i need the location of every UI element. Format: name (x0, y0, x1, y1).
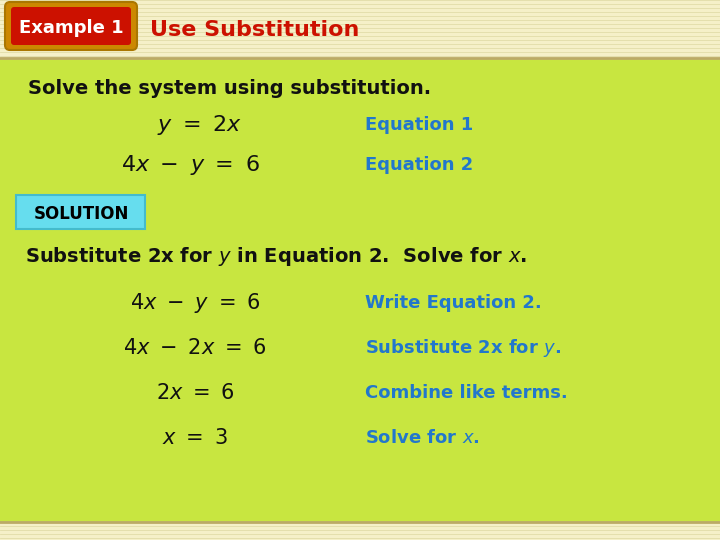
Text: $2x\ =\ 6$: $2x\ =\ 6$ (156, 383, 235, 403)
Text: $4x\ -\ 2x\ =\ 6$: $4x\ -\ 2x\ =\ 6$ (123, 338, 267, 358)
FancyBboxPatch shape (16, 195, 145, 229)
Text: Solve for $\mathit{x}$.: Solve for $\mathit{x}$. (365, 429, 480, 447)
Text: Equation 2: Equation 2 (365, 156, 473, 174)
Text: Write Equation 2.: Write Equation 2. (365, 294, 541, 312)
Text: $y\ =\ 2x$: $y\ =\ 2x$ (158, 113, 243, 137)
FancyBboxPatch shape (5, 2, 137, 50)
Text: $4x\ -\ y\ =\ 6$: $4x\ -\ y\ =\ 6$ (121, 153, 259, 177)
Text: $4x\ -\ y\ =\ 6$: $4x\ -\ y\ =\ 6$ (130, 291, 260, 315)
Text: Equation 1: Equation 1 (365, 116, 473, 134)
Text: Example 1: Example 1 (19, 19, 123, 37)
Text: SOLUTION: SOLUTION (33, 205, 129, 223)
Text: Solve the system using substitution.: Solve the system using substitution. (28, 78, 431, 98)
Bar (0, 0, 720, 58)
Text: Substitute $\mathbf{2x}$ for $\mathit{y}$ in Equation 2.  Solve for $\mathit{x}$: Substitute $\mathbf{2x}$ for $\mathit{y}… (25, 245, 527, 267)
Text: Combine like terms.: Combine like terms. (365, 384, 568, 402)
Text: Use Substitution: Use Substitution (150, 20, 359, 40)
Text: $x\ =\ 3$: $x\ =\ 3$ (162, 428, 228, 448)
FancyBboxPatch shape (11, 7, 131, 45)
Bar (0, 522, 720, 540)
Text: Substitute $\mathbf{2x}$ for $\mathit{y}$.: Substitute $\mathbf{2x}$ for $\mathit{y}… (365, 337, 561, 359)
